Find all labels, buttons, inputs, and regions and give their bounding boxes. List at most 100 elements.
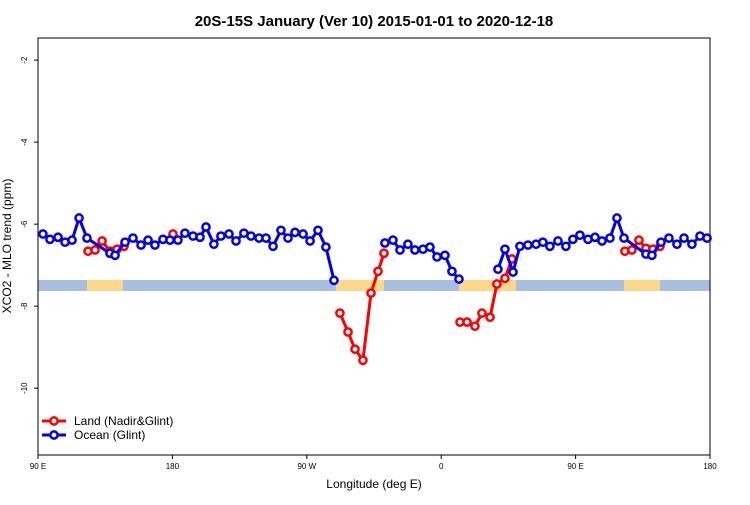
land-band (624, 280, 660, 291)
data-point (605, 233, 615, 243)
y-tick-label: -4 (20, 138, 29, 146)
legend-label: Land (Nadir&Glint) (74, 414, 173, 428)
data-point (120, 237, 130, 248)
data-point (67, 235, 77, 245)
y-tick-label: -10 (20, 382, 29, 394)
data-point (634, 235, 644, 245)
data-point (493, 264, 503, 275)
data-point (150, 240, 160, 250)
data-point (500, 273, 510, 284)
data-point (568, 234, 578, 245)
data-point (231, 236, 241, 246)
data-point (276, 225, 286, 236)
land-band (459, 280, 516, 291)
data-point (470, 321, 480, 332)
data-point (290, 227, 300, 238)
data-point (195, 232, 205, 243)
y-tick-label: -2 (20, 56, 29, 64)
data-point (110, 250, 120, 261)
data-point (679, 233, 689, 243)
data-point (410, 245, 420, 255)
data-point (379, 248, 389, 259)
land-band (336, 280, 384, 291)
data-point (485, 312, 495, 323)
data-point (403, 239, 413, 250)
data-point (664, 233, 674, 243)
data-point (462, 317, 472, 328)
y-axis-label: XCO2 - MLO trend (ppm) (0, 179, 14, 314)
data-point (612, 213, 622, 223)
x-tick-label: 180 (703, 462, 717, 471)
data-point (343, 327, 353, 337)
x-tick-label: 180 (166, 462, 180, 471)
data-point (523, 240, 533, 250)
data-point (553, 236, 563, 246)
data-point (136, 240, 146, 250)
data-point (597, 236, 607, 246)
data-point (380, 238, 390, 248)
data-point (261, 233, 271, 243)
data-point (128, 233, 138, 243)
data-point (313, 225, 323, 236)
data-point (627, 245, 637, 255)
data-point (45, 234, 55, 245)
y-tick-label: -8 (20, 302, 29, 310)
x-tick-label: 90 W (297, 462, 316, 471)
data-point (447, 266, 457, 277)
data-point (74, 213, 84, 223)
data-point (702, 233, 712, 243)
data-point (687, 239, 697, 250)
data-point (143, 235, 153, 245)
legend-marker (49, 416, 59, 426)
data-point (53, 232, 63, 243)
data-point (201, 222, 211, 232)
data-point (647, 250, 657, 261)
data-point (38, 229, 48, 239)
plot-frame (37, 37, 711, 456)
data-point (165, 235, 175, 245)
data-point (358, 355, 368, 366)
data-point (561, 241, 571, 252)
data-point (545, 241, 555, 252)
data-point (209, 239, 219, 250)
data-point (224, 229, 234, 239)
x-axis-label: Longitude (deg E) (326, 477, 421, 491)
data-point (440, 250, 450, 261)
data-point (350, 344, 360, 355)
data-point (492, 279, 502, 289)
x-tick-label: 90 E (567, 462, 583, 471)
legend-marker (49, 430, 59, 440)
data-point (180, 228, 190, 239)
x-tick-label: 0 (439, 462, 444, 471)
data-point (590, 232, 600, 243)
data-point (216, 231, 226, 241)
data-point (454, 274, 464, 284)
series (38, 213, 712, 286)
data-point (425, 242, 435, 252)
data-point (672, 239, 682, 250)
data-point (90, 245, 100, 255)
data-point (575, 230, 585, 241)
data-point (373, 266, 383, 277)
data-point (538, 237, 548, 248)
data-point (329, 275, 339, 286)
data-point (508, 267, 518, 277)
data-point (432, 252, 442, 262)
data-point (335, 308, 345, 318)
y-tick-label: -6 (20, 220, 29, 228)
data-point (656, 237, 666, 248)
data-point (366, 288, 376, 298)
data-point (268, 241, 278, 252)
data-point (395, 245, 405, 255)
data-point (97, 236, 107, 246)
x-tick-label: 90 E (30, 462, 46, 471)
data-point (477, 308, 487, 318)
data-point (298, 229, 308, 239)
data-point (388, 235, 398, 245)
data-point (173, 235, 183, 245)
legend-label: Ocean (Glint) (74, 428, 145, 442)
data-point (500, 244, 510, 255)
data-point (283, 233, 293, 243)
land-band (87, 280, 123, 291)
